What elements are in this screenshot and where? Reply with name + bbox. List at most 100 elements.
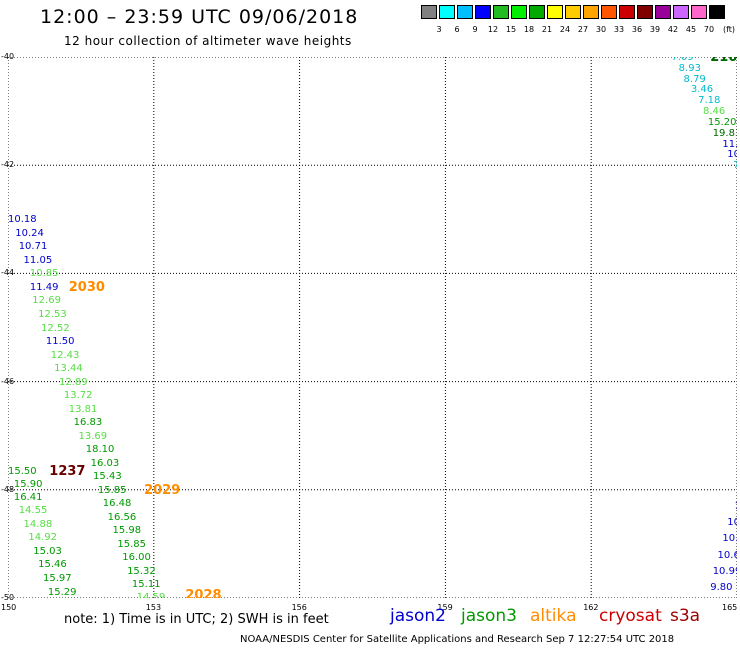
wave-height-value: 14.92 xyxy=(28,532,58,544)
wave-height-value: 10.24 xyxy=(727,149,737,161)
color-scale-label: 39 xyxy=(649,25,661,34)
wave-height-value: 13.72 xyxy=(63,390,93,402)
wave-height-value: 10.4 xyxy=(722,533,737,545)
wave-height-value: 12.43 xyxy=(50,349,80,361)
latitude-tick-label: -42 xyxy=(1,160,15,170)
graticule-grid xyxy=(8,57,737,598)
wave-height-value: 8.46 xyxy=(702,106,726,118)
longitude-tick-label: 162 xyxy=(583,603,599,612)
color-scale-swatch xyxy=(529,5,545,19)
pass-time-label: 2101 xyxy=(710,57,737,65)
color-scale-swatch xyxy=(709,5,725,19)
color-scale-swatch xyxy=(619,5,635,19)
satellite-legend-cryosat: cryosat xyxy=(599,606,662,626)
wave-height-value: 12.69 xyxy=(32,295,61,307)
wave-height-value: 10.71 xyxy=(18,241,48,253)
wave-height-value: 10.18 xyxy=(8,214,37,226)
wave-height-value: 13.81 xyxy=(68,403,98,415)
color-scale-label: 6 xyxy=(454,25,460,34)
longitude-tick-label: 156 xyxy=(291,603,307,612)
wave-height-value: 11.05 xyxy=(23,254,53,266)
color-scale-swatch xyxy=(493,5,509,19)
color-scale-swatch xyxy=(421,5,437,19)
pass-time-label: 2030 xyxy=(68,279,105,295)
wave-height-value: 8.93 xyxy=(678,62,701,74)
color-scale-label: 15 xyxy=(505,25,517,34)
wave-height-value: 7. xyxy=(733,160,737,172)
wave-height-value: 14.88 xyxy=(23,518,53,530)
satellite-legend-s3a: s3a xyxy=(670,606,701,626)
color-scale-swatch xyxy=(673,5,689,19)
color-scale-swatch xyxy=(601,5,617,19)
wave-height-value: 15.50 xyxy=(8,465,37,477)
color-scale-label: 33 xyxy=(613,25,625,34)
color-scale-label: 21 xyxy=(541,25,553,34)
wave-height-value: 14.55 xyxy=(18,505,48,517)
color-scale-swatch xyxy=(565,5,581,19)
color-scale-swatch xyxy=(439,5,455,19)
page-title: 12:00 – 23:59 UTC 09/06/2018 xyxy=(40,6,359,28)
pass-time-label: 2029 xyxy=(144,482,181,498)
color-scale-swatch xyxy=(655,5,671,19)
color-scale-label: 27 xyxy=(577,25,589,34)
color-scale-swatch xyxy=(457,5,473,19)
latitude-tick-label: -44 xyxy=(1,268,15,278)
color-scale-label: 3 xyxy=(436,25,442,34)
wave-height-value: 11.49 xyxy=(29,281,59,293)
wave-height-value: 16.41 xyxy=(13,491,43,503)
color-scale-unit: (ft) xyxy=(722,25,736,34)
longitude-tick-label: 153 xyxy=(145,603,162,612)
wave-height-value: 19.83 xyxy=(712,127,737,139)
wave-height-value: 12.53 xyxy=(38,308,67,320)
wave-height-value: 15.46 xyxy=(38,559,67,571)
color-scale-label: 12 xyxy=(487,25,499,34)
wave-height-value: 16.83 xyxy=(73,417,103,429)
color-scale-label: 24 xyxy=(559,25,571,34)
wave-height-value: 15.11 xyxy=(131,579,161,591)
longitude-tick-label: 165 xyxy=(722,603,738,612)
wave-height-value: 16.48 xyxy=(102,498,132,510)
color-scale-swatch xyxy=(547,5,563,19)
color-scale-swatch xyxy=(637,5,653,19)
credit-line: NOAA/NESDIS Center for Satellite Applica… xyxy=(240,634,675,645)
wave-height-value: 7.18 xyxy=(698,95,721,107)
wave-height-value: 10.6 xyxy=(717,549,737,561)
color-scale-label: 30 xyxy=(595,25,607,34)
wave-height-value: 15.43 xyxy=(93,471,122,483)
color-scale-label: 42 xyxy=(667,25,679,34)
wave-height-value: 15.90 xyxy=(13,479,43,491)
wave-height-value: 15.32 xyxy=(127,565,156,577)
wave-height-value: 12.52 xyxy=(41,322,70,334)
wave-height-value: 10.85 xyxy=(29,268,59,280)
wave-height-value: 11.29 xyxy=(722,138,737,150)
wave-height-value: 15.85 xyxy=(97,484,127,496)
color-scale-swatch xyxy=(691,5,707,19)
pass-time-label: 1237 xyxy=(49,463,86,479)
satellite-legend-altika: altika xyxy=(530,606,577,626)
wave-height-value: 15.20 xyxy=(707,116,737,128)
wave-height-value: 15.97 xyxy=(42,572,72,584)
color-scale-label: 70 xyxy=(703,25,715,34)
satellite-legend-jason2: jason2 xyxy=(390,606,446,626)
wave-height-value: 16.03 xyxy=(90,457,120,469)
map-plot-area: 7.098.938.793.467.188.4615.2019.8311.291… xyxy=(8,57,737,598)
wave-height-value: 15.98 xyxy=(112,525,142,537)
wave-height-value: 16.00 xyxy=(122,552,151,564)
wave-height-value: 13.44 xyxy=(54,363,83,375)
wave-height-value: 1 xyxy=(735,501,737,512)
wave-height-value: 10.24 xyxy=(15,227,44,239)
longitude-tick-label: 150 xyxy=(1,603,17,612)
wave-height-value: 10. xyxy=(727,517,737,529)
wave-height-value: 15.03 xyxy=(33,545,62,557)
pass-time-label: 2028 xyxy=(185,588,222,598)
color-scale-label: 18 xyxy=(523,25,535,34)
latitude-tick-label: -40 xyxy=(1,52,15,61)
wave-height-value: 9.80 xyxy=(710,582,733,594)
wave-height-value: 14.59 xyxy=(136,591,166,598)
wave-height-value: 18.10 xyxy=(85,444,115,456)
color-scale-label: 45 xyxy=(685,25,697,34)
latitude-tick-label: -46 xyxy=(1,376,15,386)
wave-height-value: 15.85 xyxy=(117,538,146,550)
wave-height-value: 15.29 xyxy=(47,586,77,598)
latitude-tick-label: -48 xyxy=(1,484,15,494)
